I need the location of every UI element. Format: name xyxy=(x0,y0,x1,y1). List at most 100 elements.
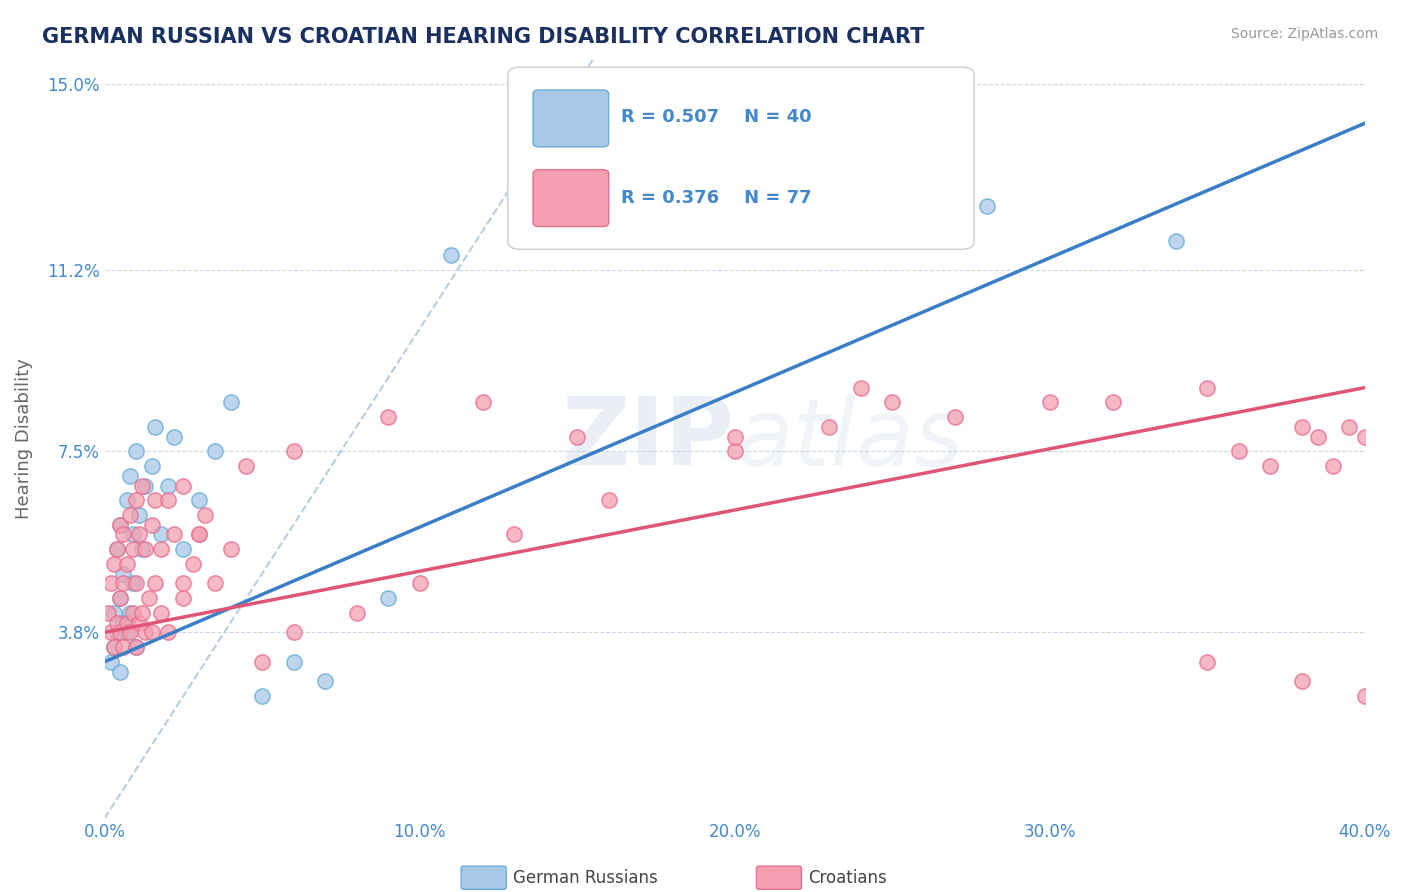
Point xyxy=(156,493,179,508)
Point xyxy=(112,615,135,630)
Point xyxy=(125,640,148,654)
Text: Source: ZipAtlas.com: Source: ZipAtlas.com xyxy=(1230,27,1378,41)
FancyBboxPatch shape xyxy=(533,169,609,227)
Point xyxy=(219,542,242,557)
Point xyxy=(128,527,150,541)
Y-axis label: Hearing Disability: Hearing Disability xyxy=(15,359,32,519)
Point xyxy=(110,665,132,679)
Point xyxy=(141,458,163,473)
Point xyxy=(110,517,132,532)
Point xyxy=(1339,419,1361,434)
Point xyxy=(976,199,998,213)
Point xyxy=(1197,381,1219,395)
Point xyxy=(103,606,125,620)
Point xyxy=(1354,689,1376,703)
Point xyxy=(118,606,141,620)
Point xyxy=(105,542,128,557)
Point xyxy=(128,615,150,630)
Point xyxy=(156,625,179,640)
Text: GERMAN RUSSIAN VS CROATIAN HEARING DISABILITY CORRELATION CHART: GERMAN RUSSIAN VS CROATIAN HEARING DISAB… xyxy=(42,27,925,46)
Point xyxy=(188,527,211,541)
Point xyxy=(105,615,128,630)
Point xyxy=(1291,674,1313,689)
Text: German Russians: German Russians xyxy=(513,869,658,887)
Point xyxy=(115,625,138,640)
Text: atlas: atlas xyxy=(735,393,963,484)
Point xyxy=(141,517,163,532)
Point xyxy=(1227,444,1250,458)
Point xyxy=(125,576,148,591)
Point xyxy=(150,527,173,541)
Point xyxy=(112,640,135,654)
Point xyxy=(105,542,128,557)
Point xyxy=(110,517,132,532)
Point xyxy=(172,591,194,606)
Point xyxy=(118,625,141,640)
Point xyxy=(163,429,186,443)
Point xyxy=(125,640,148,654)
Point xyxy=(128,508,150,522)
Point xyxy=(1291,419,1313,434)
Point xyxy=(194,508,217,522)
Point xyxy=(112,576,135,591)
Point xyxy=(943,409,966,424)
Point xyxy=(134,478,156,492)
Point xyxy=(163,527,186,541)
Point xyxy=(534,234,557,248)
Point xyxy=(103,640,125,654)
Point xyxy=(1354,429,1376,443)
Point xyxy=(110,625,132,640)
Point xyxy=(143,576,166,591)
Point xyxy=(882,395,904,409)
Point xyxy=(818,419,841,434)
Point xyxy=(1164,234,1187,248)
Point xyxy=(1039,395,1062,409)
Point xyxy=(849,381,872,395)
Point xyxy=(110,591,132,606)
Point xyxy=(250,689,273,703)
Point xyxy=(204,576,226,591)
Point xyxy=(115,557,138,571)
Point xyxy=(724,444,747,458)
Point xyxy=(97,606,120,620)
Point xyxy=(1306,429,1329,443)
Point xyxy=(134,625,156,640)
Point xyxy=(786,199,808,213)
Point xyxy=(121,542,143,557)
Point xyxy=(565,429,588,443)
Point xyxy=(105,625,128,640)
Point xyxy=(150,542,173,557)
Point xyxy=(134,542,156,557)
Point xyxy=(503,527,526,541)
Point xyxy=(138,591,160,606)
Text: Croatians: Croatians xyxy=(808,869,887,887)
Point xyxy=(112,566,135,581)
Point xyxy=(143,493,166,508)
FancyBboxPatch shape xyxy=(533,90,609,147)
Point xyxy=(131,606,153,620)
Point xyxy=(377,591,399,606)
Point xyxy=(181,557,204,571)
Point xyxy=(283,444,305,458)
Point xyxy=(204,444,226,458)
FancyBboxPatch shape xyxy=(508,67,974,250)
Point xyxy=(110,591,132,606)
Point xyxy=(141,625,163,640)
Point xyxy=(125,444,148,458)
Point xyxy=(408,576,430,591)
Point xyxy=(156,478,179,492)
Point xyxy=(172,576,194,591)
Point xyxy=(121,606,143,620)
Point xyxy=(1258,458,1281,473)
Point xyxy=(440,248,463,262)
Point xyxy=(150,606,173,620)
Point xyxy=(1197,655,1219,669)
Point xyxy=(250,655,273,669)
Text: ZIP: ZIP xyxy=(562,393,735,485)
Point xyxy=(628,224,651,238)
Point xyxy=(188,527,211,541)
Point xyxy=(118,508,141,522)
Point xyxy=(283,625,305,640)
Point xyxy=(346,606,368,620)
Text: R = 0.507    N = 40: R = 0.507 N = 40 xyxy=(621,108,811,126)
